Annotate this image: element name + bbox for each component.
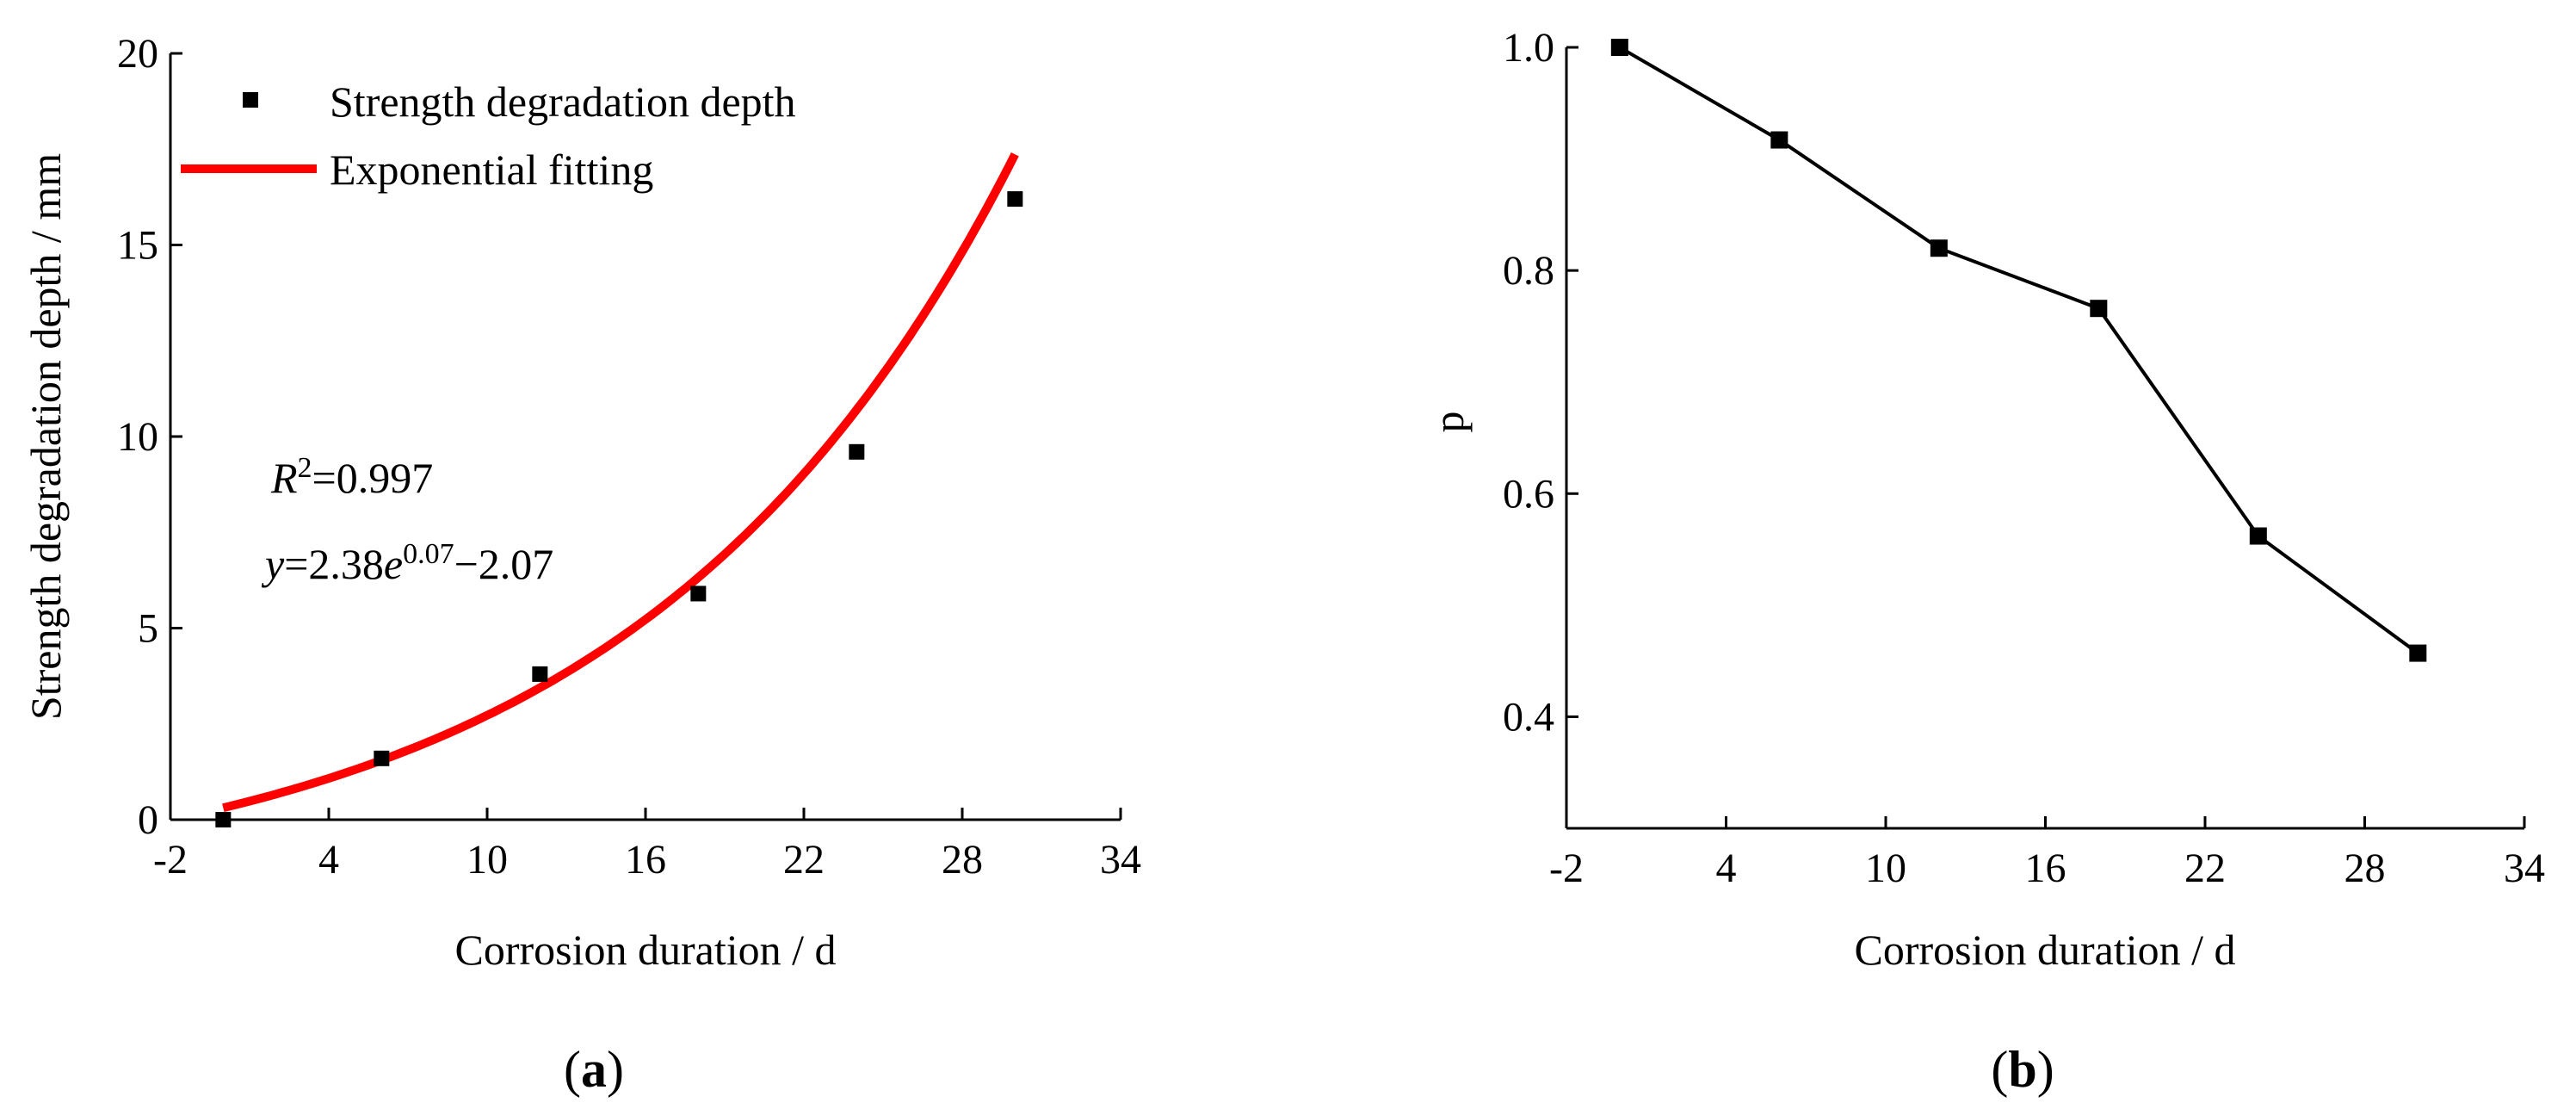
panel-b-x-axis-title: Corrosion duration / d <box>1854 926 2235 974</box>
data-point <box>215 812 232 827</box>
legend-marker-square <box>243 92 258 108</box>
x-tick-label: -2 <box>1549 846 1584 891</box>
y-tick-label: 15 <box>117 223 158 269</box>
y-tick-label: 0.6 <box>1503 471 1554 517</box>
data-point <box>532 666 548 682</box>
x-tick-label: 28 <box>2344 846 2386 891</box>
x-tick-label: 28 <box>942 837 983 883</box>
r-squared-annotation: R2=0.997 <box>270 452 433 503</box>
panel-a-x-axis-title: Corrosion duration / d <box>454 926 836 974</box>
panel-b-y-ticks: 0.4 0.6 0.8 1.0 <box>1503 25 1578 740</box>
x-tick-label: 22 <box>2184 846 2226 891</box>
panel-a-label: (a) <box>564 1041 624 1098</box>
x-tick-label: 16 <box>2025 846 2066 891</box>
legend-label-strength-degradation-depth: Strength degradation depth <box>330 77 796 126</box>
data-point <box>2409 644 2427 662</box>
x-tick-label: 22 <box>783 837 825 883</box>
panel-a-y-ticks: 0 5 10 15 20 <box>117 31 182 843</box>
x-tick-label: 4 <box>1716 846 1737 891</box>
x-tick-label: -2 <box>153 837 188 883</box>
x-tick-label: 4 <box>318 837 339 883</box>
data-point <box>1770 131 1788 149</box>
y-tick-label: 10 <box>117 414 158 460</box>
data-point <box>374 750 390 766</box>
fit-equation-annotation: y=2.38e0.07−2.07 <box>261 538 553 589</box>
y-tick-label: 5 <box>138 606 158 652</box>
data-point <box>1930 239 1948 257</box>
y-tick-label: 20 <box>117 31 158 77</box>
y-tick-label: 0 <box>138 797 158 843</box>
data-point <box>1007 191 1023 208</box>
panel-b-x-ticks: -2 4 10 16 22 28 34 <box>1549 816 2545 891</box>
panel-a-x-ticks: -2 4 10 16 22 28 34 <box>153 808 1141 883</box>
data-point <box>849 443 865 460</box>
data-point <box>2090 300 2108 318</box>
data-point <box>1610 39 1628 56</box>
panel-a-y-axis-title: Strength degradation depth / mm <box>22 153 70 720</box>
x-tick-label: 10 <box>1865 846 1906 891</box>
data-point <box>690 585 707 602</box>
panel-a-fit-curve <box>222 152 1019 813</box>
y-tick-label: 0.4 <box>1503 694 1554 740</box>
data-point <box>2249 527 2267 545</box>
panel-b-series-line <box>1618 46 2419 655</box>
panel-b-chart: -2 4 10 16 22 28 34 0.4 0.6 0.8 1.0 Corrosion dur… <box>1424 25 2545 1098</box>
panel-a-legend: Strength degradation depth Exponential f… <box>181 77 796 194</box>
legend-label-exponential-fitting: Exponential fitting <box>330 146 653 194</box>
x-tick-label: 34 <box>1100 837 1141 883</box>
panel-b-data-points <box>1610 39 2427 662</box>
y-tick-label: 1.0 <box>1503 25 1554 71</box>
y-tick-label: 0.8 <box>1503 248 1554 294</box>
panel-b-y-axis-title: p <box>1424 412 1473 433</box>
x-tick-label: 34 <box>2504 846 2545 891</box>
x-tick-label: 10 <box>466 837 508 883</box>
panel-a-data-points <box>215 191 1023 827</box>
panel-a-chart: -2 4 10 16 22 28 34 0 5 10 15 20 Corrosion duratio… <box>22 31 1141 1098</box>
x-tick-label: 16 <box>625 837 666 883</box>
panel-b-label: (b) <box>1991 1041 2054 1098</box>
